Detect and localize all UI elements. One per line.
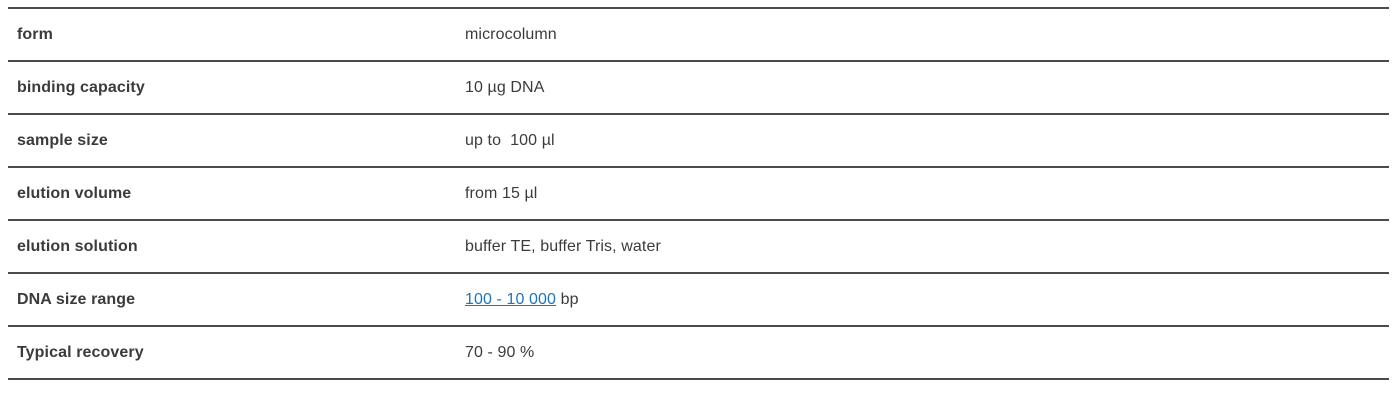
row-label: binding capacity (17, 78, 145, 96)
table-row: form microcolumn (8, 9, 1389, 62)
table-row: binding capacity 10 µg DNA (8, 62, 1389, 115)
row-value: buffer TE, buffer Tris, water (465, 237, 661, 255)
row-value-suffix: bp (556, 290, 579, 308)
spec-table: form microcolumn binding capacity 10 µg DNA… (8, 7, 1389, 380)
table-row: elution solution buffer TE, buffer Tris, … (8, 221, 1389, 274)
row-label: elution solution (17, 237, 138, 255)
row-label: DNA size range (17, 290, 136, 308)
row-label: sample size (17, 131, 108, 149)
table-row: Typical recovery 70 - 90 % (8, 327, 1389, 380)
row-value: microcolumn (465, 25, 557, 43)
table-row: elution volume from 15 µl (8, 168, 1389, 221)
row-value: 70 - 90 % (465, 343, 535, 361)
table-row: DNA size range 100 - 10 000 bp (8, 274, 1389, 327)
row-label: Typical recovery (17, 343, 144, 361)
row-value: 10 µg DNA (465, 78, 545, 96)
row-value: from 15 µl (465, 184, 538, 202)
row-value: up to 100 µl (465, 131, 555, 149)
row-label: form (17, 25, 53, 43)
dna-size-range-link[interactable]: 100 - 10 000 (465, 290, 557, 308)
table-row: sample size up to 100 µl (8, 115, 1389, 168)
row-value: 100 - 10 000 bp (465, 291, 1389, 309)
row-label: elution volume (17, 184, 132, 202)
